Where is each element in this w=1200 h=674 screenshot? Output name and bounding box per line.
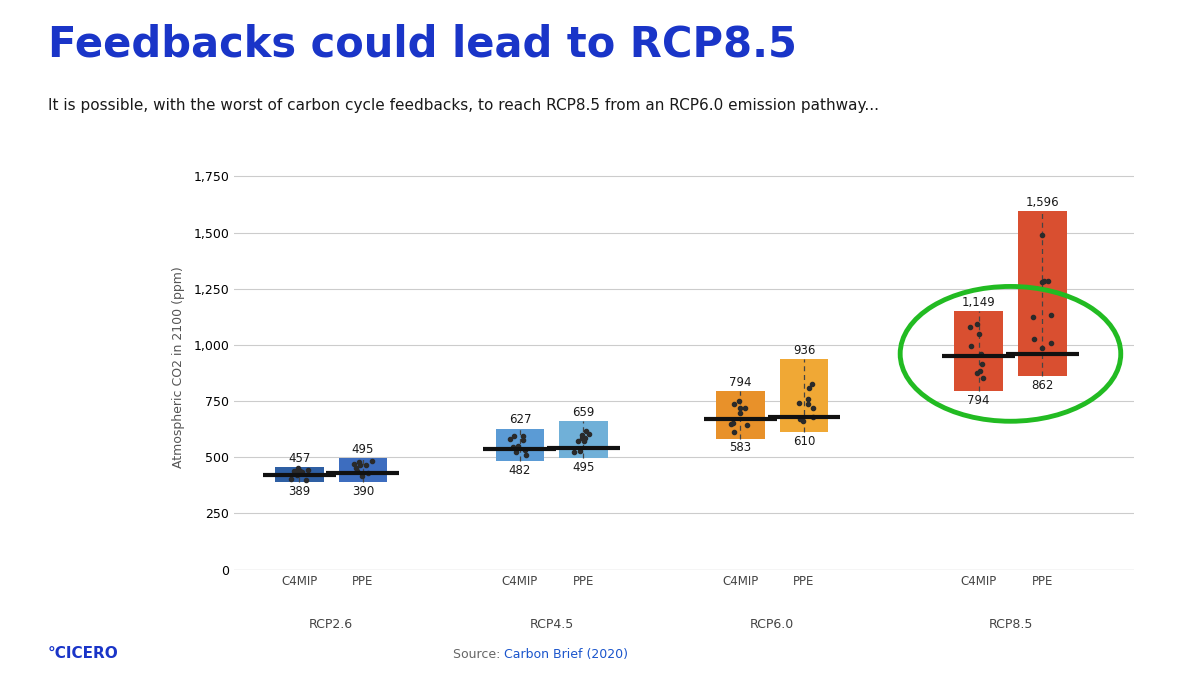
Text: 659: 659 <box>572 406 594 419</box>
Text: 794: 794 <box>730 376 751 389</box>
Text: 457: 457 <box>288 452 311 464</box>
Bar <box>1018 211 1067 376</box>
Y-axis label: Atmospheric CO2 in 2100 (ppm): Atmospheric CO2 in 2100 (ppm) <box>172 266 185 468</box>
Text: RCP4.5: RCP4.5 <box>529 618 574 631</box>
Text: 1,596: 1,596 <box>1026 195 1060 209</box>
Bar <box>275 467 324 482</box>
Bar <box>496 429 544 461</box>
Text: 1,149: 1,149 <box>962 296 996 309</box>
Bar <box>954 311 1003 391</box>
Text: 627: 627 <box>509 413 532 427</box>
Text: 390: 390 <box>352 485 374 497</box>
Bar <box>559 421 607 458</box>
Bar <box>716 391 764 439</box>
Text: RCP8.5: RCP8.5 <box>989 618 1033 631</box>
Bar <box>338 458 388 482</box>
Text: 389: 389 <box>288 485 311 498</box>
Text: 610: 610 <box>793 435 815 448</box>
Text: Feedbacks could lead to RCP8.5: Feedbacks could lead to RCP8.5 <box>48 24 797 65</box>
Text: RCP6.0: RCP6.0 <box>750 618 794 631</box>
Text: Source:: Source: <box>452 648 504 661</box>
Text: 794: 794 <box>967 394 990 407</box>
Bar <box>780 359 828 433</box>
Text: 862: 862 <box>1031 379 1054 392</box>
Text: RCP2.6: RCP2.6 <box>308 618 353 631</box>
Text: 583: 583 <box>730 441 751 454</box>
Text: 936: 936 <box>793 344 815 357</box>
Text: 495: 495 <box>352 443 374 456</box>
Text: 482: 482 <box>509 464 532 477</box>
Text: 495: 495 <box>572 461 594 474</box>
Text: Carbon Brief (2020): Carbon Brief (2020) <box>504 648 628 661</box>
Text: °CICERO: °CICERO <box>48 646 119 661</box>
Text: It is possible, with the worst of carbon cycle feedbacks, to reach RCP8.5 from a: It is possible, with the worst of carbon… <box>48 98 878 113</box>
